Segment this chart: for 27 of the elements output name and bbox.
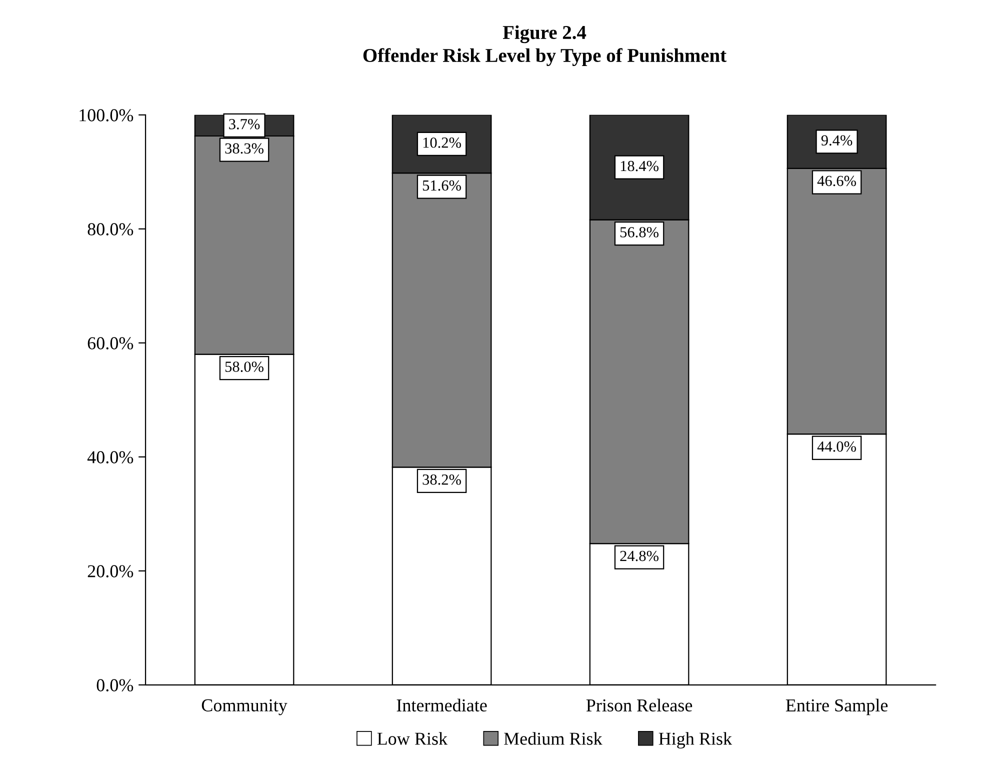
data-label: 58.0% — [225, 362, 264, 372]
data-label: 38.2% — [422, 474, 461, 485]
data-label: 51.6% — [422, 180, 461, 191]
legend-label: Low Risk — [377, 732, 448, 745]
y-tick-label: 60.0% — [88, 337, 134, 350]
chart-title: Figure 2.4 — [502, 25, 586, 44]
legend-label: High Risk — [658, 732, 732, 749]
chart-subtitle: Offender Risk Level by Type of Punishment — [363, 48, 726, 66]
data-label: 18.4% — [620, 160, 659, 172]
data-label: 10.2% — [423, 137, 461, 148]
x-tick-label: Intermediate — [396, 698, 487, 712]
legend-label: Medium Risk — [504, 732, 602, 745]
y-tick-label: 100.0% — [80, 109, 134, 122]
data-label: 46.6% — [817, 176, 856, 186]
x-tick-label: Entire Sample — [786, 698, 888, 716]
y-tick-label: 40.0% — [87, 451, 134, 464]
data-label: 56.8% — [620, 227, 659, 238]
data-label: 38.3% — [225, 143, 264, 154]
data-label: 44.0% — [817, 441, 856, 452]
data-label: 24.8% — [620, 550, 659, 562]
y-tick-label: 80.0% — [88, 223, 134, 236]
y-tick-label: 0.0% — [96, 679, 134, 692]
x-tick-label: Prison Release — [586, 698, 692, 712]
data-label: 9.4% — [821, 135, 852, 146]
x-tick-label: Community — [202, 699, 288, 716]
y-tick-label: 20.0% — [88, 565, 134, 578]
data-label: 3.7% — [229, 118, 260, 130]
